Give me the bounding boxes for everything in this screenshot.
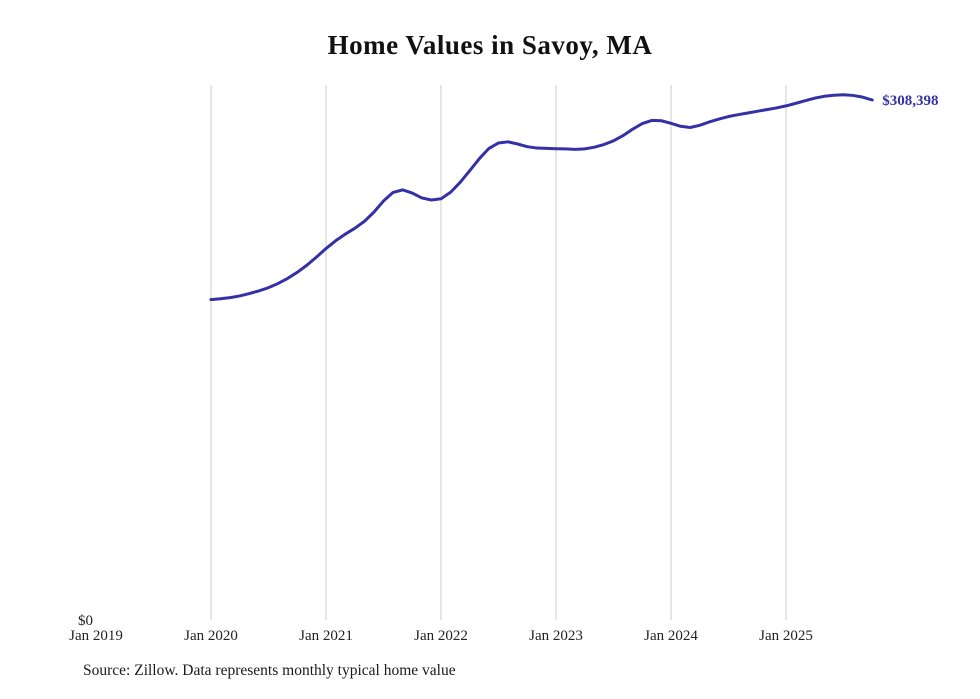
x-tick-label: Jan 2019 [69, 628, 123, 644]
x-tick-label: Jan 2022 [414, 628, 468, 644]
x-tick-label: Jan 2025 [759, 628, 813, 644]
end-value-label: $308,398 [882, 93, 938, 109]
x-tick-label: Jan 2021 [299, 628, 353, 644]
source-note: Source: Zillow. Data represents monthly … [83, 662, 456, 679]
y-tick-label-zero: $0 [78, 613, 93, 629]
x-tick-label: Jan 2024 [644, 628, 698, 644]
x-tick-label: Jan 2020 [184, 628, 238, 644]
chart-title: Home Values in Savoy, MA [327, 30, 653, 60]
x-tick-label: Jan 2023 [529, 628, 583, 644]
home-value-line [209, 93, 874, 302]
